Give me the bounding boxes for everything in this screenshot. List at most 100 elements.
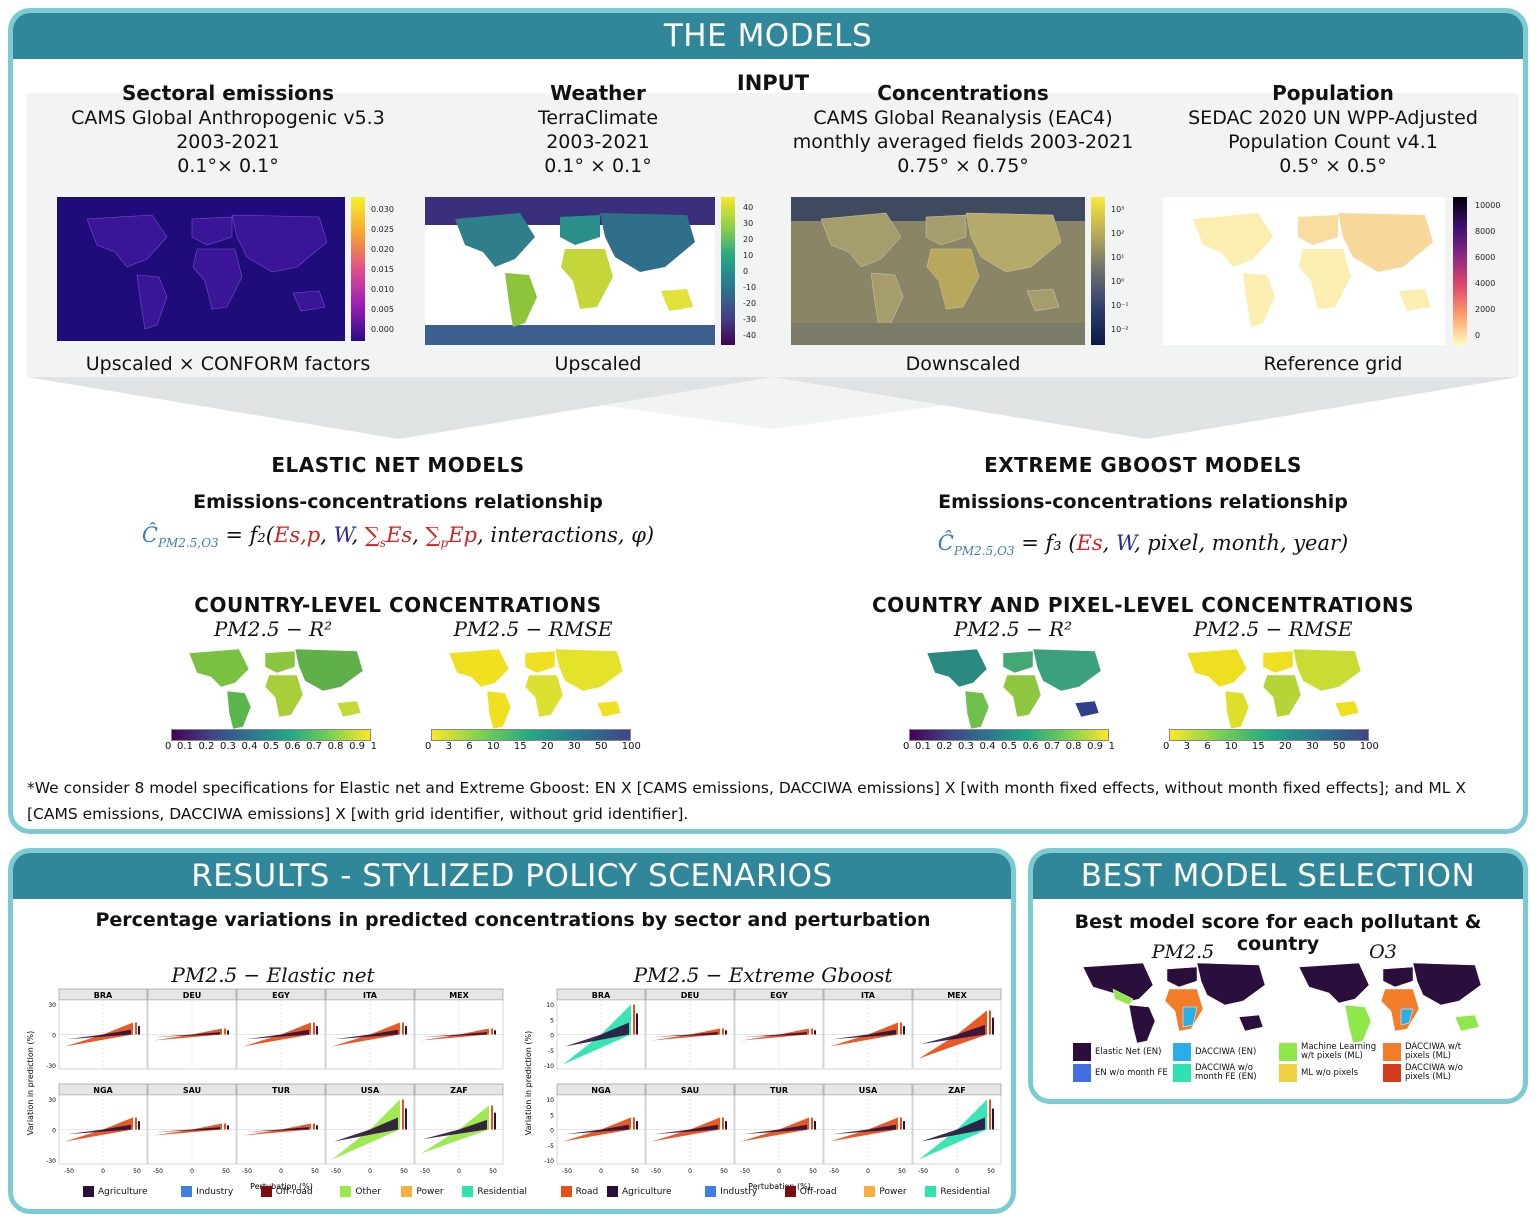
area-agriculture (245, 1127, 309, 1132)
facet-label: SAU (681, 1086, 699, 1095)
bar-mark (405, 1026, 407, 1035)
bar-mark (814, 1121, 816, 1130)
formula-w: W (1116, 531, 1134, 555)
formula-sum-s: ∑ (364, 523, 380, 547)
tick: 20 (540, 741, 554, 752)
x-tick: 50 (898, 1168, 906, 1175)
concentrations-colorbar (1091, 197, 1105, 345)
bar-mark (900, 1117, 902, 1130)
bar-mark (313, 1022, 315, 1035)
chart-elastic-net: Variation in prediction (%) BRA 30 0 -30 DEU E… (26, 988, 504, 1191)
legend-label: Road (575, 1187, 599, 1197)
bar-mark (402, 1022, 404, 1035)
input-title: Population (1272, 81, 1394, 105)
tick: 100 (1359, 741, 1379, 752)
legend-item-power: Power (401, 1186, 444, 1197)
tick: 10 (1224, 741, 1238, 752)
elastic-rmse-label: PM2.5 − RMSE (453, 617, 613, 641)
tick: 10⁻² (1111, 325, 1129, 334)
bar-mark (138, 1026, 140, 1035)
weather-ticks: 40 30 20 10 0 -10 -20 -30 -40 (743, 203, 773, 343)
population-map (1163, 197, 1445, 345)
legend-label: Industry (720, 1187, 758, 1197)
formula-lhs-sub: PM2.5,O3 (953, 544, 1015, 559)
tick: 10² (1111, 229, 1125, 238)
tick: -10 (743, 283, 757, 292)
best-o3-map (1298, 962, 1482, 1044)
legend-item-residential: Residential (462, 1186, 527, 1197)
chart-title-xgb: PM2.5 − Extreme Gboost (633, 963, 893, 987)
xgb-formula: ĈPM2.5,O3 = f₃ (Es, W, pixel, month, yea… (833, 531, 1453, 558)
weather-colorbar (721, 197, 735, 345)
input-sectoral-emissions: Sectoral emissions CAMS Global Anthropog… (43, 81, 413, 177)
x-tick: 0 (368, 1168, 372, 1175)
tick: 0.9 (349, 741, 366, 752)
area-agriculture (654, 1032, 718, 1037)
legend-swatch (784, 1186, 796, 1197)
tick: 0.4 (979, 741, 996, 752)
y-tick: 5 (550, 1017, 554, 1024)
tick: 0.1 (176, 741, 193, 752)
input-title: Weather (550, 81, 646, 105)
elastic-r2-map (188, 648, 364, 730)
elastic-rmse-colorbar (431, 729, 631, 741)
best-legend-item: ML w/o pixels (1279, 1064, 1377, 1082)
facet-label: USA (859, 1086, 878, 1095)
formula-eq: = f₂( (218, 523, 275, 547)
tick: 10 (486, 741, 500, 752)
tick: 0.4 (241, 741, 258, 752)
xgb-rmse-label: PM2.5 − RMSE (1193, 617, 1353, 641)
facet-label: EGY (770, 991, 788, 1000)
facet-label: ITA (363, 991, 378, 1000)
bar-mark (725, 1030, 727, 1035)
facet-label: BRA (94, 991, 113, 1000)
formula-w: W (333, 523, 352, 547)
tick: 0.2 (936, 741, 953, 752)
tick: 0.9 (1087, 741, 1104, 752)
legend-label: ML w/o pixels (1301, 1067, 1359, 1078)
best-map1-label: PM2.5 (1151, 941, 1215, 963)
elastic-r2-label: PM2.5 − R² (213, 617, 333, 641)
weather-caption: Upscaled (554, 353, 642, 375)
tick: 20 (743, 235, 754, 244)
formula-sep: , (320, 523, 334, 547)
bar-mark (811, 1028, 813, 1035)
legend-xgb: Agriculture Industry Off-road Power Resident… (607, 1186, 1007, 1202)
legend-item-agriculture: Agriculture (83, 1186, 148, 1197)
y-tick: 5 (550, 1112, 554, 1119)
concentrations-caption: Downscaled (905, 353, 1021, 375)
best-map2-label: O3 (1369, 941, 1397, 963)
x-tick: -50 (242, 1168, 252, 1175)
legend-swatch (1279, 1064, 1297, 1082)
elastic-rmse-map (448, 648, 624, 730)
tick: 0.000 (371, 325, 394, 334)
bar-mark (316, 1026, 318, 1035)
formula-rest: , interactions, φ) (477, 523, 655, 547)
bar-mark (989, 1010, 991, 1035)
tick: 0 (425, 741, 432, 752)
legend-item-industry: Industry (181, 1186, 233, 1197)
population-caption: Reference grid (1263, 353, 1403, 375)
bar-mark (633, 1117, 635, 1130)
chart-title-elastic: PM2.5 − Elastic net (171, 963, 375, 987)
tick: 1 (1108, 741, 1115, 752)
area-agriculture (423, 1032, 487, 1037)
input-population: Population SEDAC 2020 UN WPP-Adjusted Po… (1153, 81, 1513, 177)
area-agriculture (832, 1124, 896, 1135)
legend-swatch (1173, 1043, 1191, 1061)
formula-s: s (379, 536, 387, 551)
x-tick: -50 (651, 1168, 661, 1175)
legend-swatch (560, 1186, 572, 1197)
bar-mark (636, 1121, 638, 1130)
elastic-rmse-ticks: 0 3 6 10 15 20 30 50 100 (425, 741, 641, 753)
tick: 8000 (1475, 227, 1496, 236)
formula-esp: Es,p (274, 523, 321, 547)
facet-label: ITA (861, 991, 876, 1000)
x-tick: -50 (829, 1168, 839, 1175)
x-tick: -50 (918, 1168, 928, 1175)
y-tick: -30 (46, 1158, 56, 1165)
models-panel: THE MODELS INPUT Sectoral emissions CAMS… (8, 8, 1528, 834)
legend-swatch (864, 1186, 876, 1197)
y-tick: -5 (548, 1143, 554, 1150)
population-colorbar (1453, 197, 1467, 345)
